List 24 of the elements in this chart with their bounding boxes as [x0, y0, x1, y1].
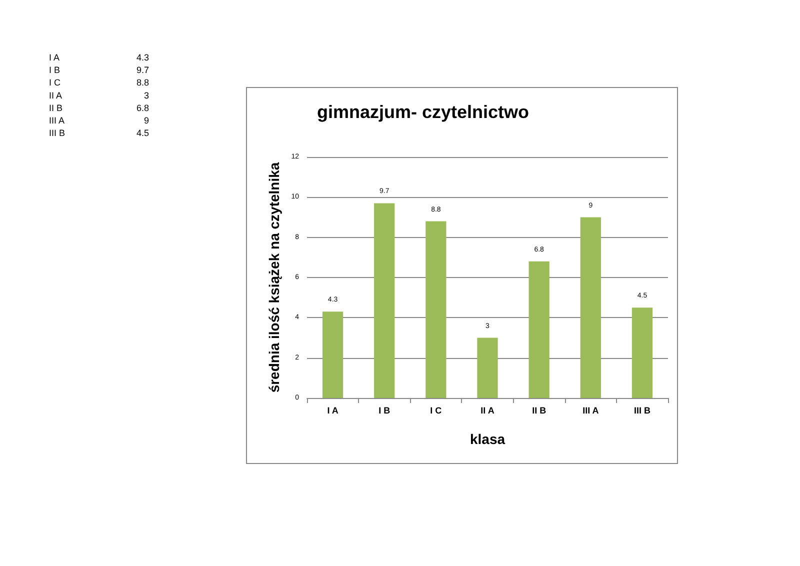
x-tick-label: III A — [582, 406, 600, 416]
y-axis-title: średnia ilość książek na czytelnika — [266, 162, 282, 393]
category-label: I B — [49, 65, 60, 76]
text: 3 — [144, 90, 150, 100]
text: 6.8 — [136, 102, 150, 113]
x-tick-label: I A — [327, 406, 339, 416]
category-label: I C — [49, 78, 61, 88]
text: 8.8 — [136, 78, 150, 88]
category-label: II B — [49, 102, 63, 113]
category-label: II A — [49, 90, 62, 100]
text: 9 — [144, 116, 150, 126]
x-tick-label: II A — [480, 406, 495, 416]
category-label: I A — [49, 52, 60, 62]
chart-title: gimnazjum- czytelnictwo — [316, 102, 530, 122]
x-tick-label: II B — [532, 406, 547, 416]
x-axis-title: klasa — [470, 431, 506, 447]
x-tick-label: III B — [634, 406, 651, 416]
text: 4.5 — [136, 128, 150, 138]
category-label: III A — [49, 116, 65, 126]
x-tick-label: I B — [378, 406, 391, 416]
category-label: III B — [49, 128, 66, 138]
text: 4.3 — [136, 52, 150, 62]
text: 9.7 — [136, 65, 150, 76]
x-tick-label: I C — [430, 406, 442, 416]
